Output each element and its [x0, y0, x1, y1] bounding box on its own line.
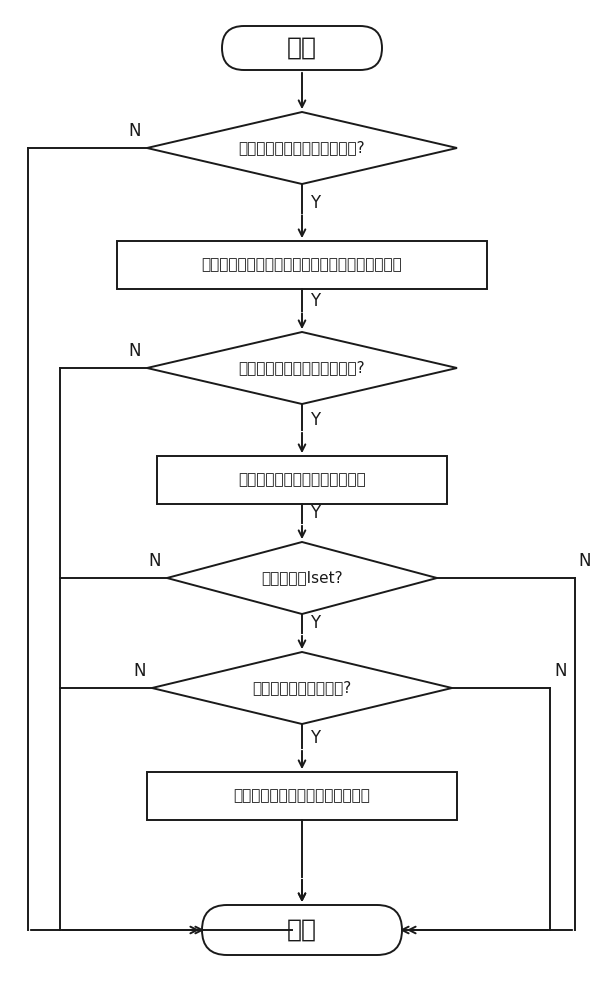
Text: 持续时间大于整定延时?: 持续时间大于整定延时? — [252, 680, 352, 696]
Text: 主变失灵保护动作，联跳主变三侧: 主变失灵保护动作，联跳主变三侧 — [234, 788, 370, 804]
Polygon shape — [147, 112, 457, 184]
Text: Y: Y — [310, 411, 320, 429]
Bar — [157, 456, 447, 504]
FancyBboxPatch shape — [222, 26, 382, 70]
Text: 余弦差分算法计算主变支路电流: 余弦差分算法计算主变支路电流 — [238, 473, 366, 488]
Text: Y: Y — [310, 614, 320, 632]
Text: Y: Y — [310, 292, 320, 310]
Text: 开始: 开始 — [287, 36, 317, 60]
Bar — [117, 241, 487, 289]
Text: 复合电压和电流满足判别条件?: 复合电压和电流满足判别条件? — [239, 360, 365, 375]
Text: Y: Y — [310, 194, 320, 212]
Bar — [147, 772, 457, 820]
Text: 母线保护装置动作跳主变支路?: 母线保护装置动作跳主变支路? — [239, 140, 365, 155]
Text: 全周傅氏算法计算该主变支路电流和所在母线电压: 全周傅氏算法计算该主变支路电流和所在母线电压 — [201, 257, 402, 272]
FancyBboxPatch shape — [202, 905, 402, 955]
Text: N: N — [578, 552, 590, 570]
Text: N: N — [554, 662, 566, 680]
Text: N: N — [128, 122, 141, 140]
Polygon shape — [147, 332, 457, 404]
Text: 相电流大于Iset?: 相电流大于Iset? — [261, 570, 343, 585]
Text: Y: Y — [310, 729, 320, 747]
Text: N: N — [134, 662, 146, 680]
Polygon shape — [167, 542, 437, 614]
Text: 结束: 结束 — [287, 918, 317, 942]
Text: N: N — [148, 552, 161, 570]
Polygon shape — [152, 652, 452, 724]
Text: N: N — [128, 342, 141, 360]
Text: Y: Y — [310, 504, 320, 522]
